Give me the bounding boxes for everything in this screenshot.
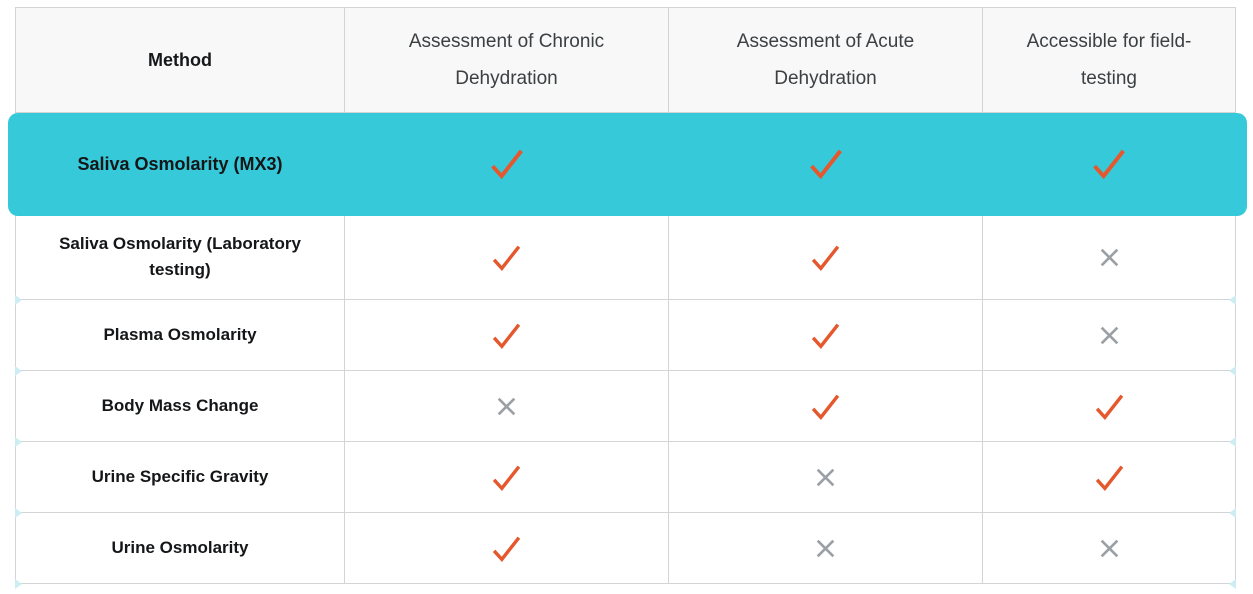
column-header-label: Assessment of Chronic Dehydration xyxy=(408,31,605,89)
comparison-table: Method Assessment of Chronic Dehydration… xyxy=(8,7,1247,589)
column-header-method: Method xyxy=(16,8,345,113)
value-cell xyxy=(669,300,983,371)
value-cell xyxy=(345,371,669,442)
check-icon xyxy=(1094,464,1125,491)
method-label: Saliva Osmolarity (MX3) xyxy=(77,153,283,174)
value-cell xyxy=(983,442,1236,518)
check-icon xyxy=(808,148,844,179)
method-label: Urine Osmolarity xyxy=(111,538,249,557)
method-cell: Saliva Osmolarity (Laboratory testing) xyxy=(15,215,345,305)
check-icon xyxy=(491,464,522,491)
value-cell xyxy=(345,215,669,300)
column-header-label: Assessment of Acute Dehydration xyxy=(736,31,915,89)
check-icon xyxy=(810,322,841,349)
method-cell: Plasma Osmolarity xyxy=(15,300,345,376)
value-cell xyxy=(983,300,1236,376)
cross-icon xyxy=(495,395,518,418)
method-label: Body Mass Change xyxy=(101,396,259,415)
column-header-label: Method xyxy=(148,50,212,70)
cross-icon xyxy=(1098,246,1121,269)
column-header-acute-dehydration: Assessment of Acute Dehydration xyxy=(669,8,983,113)
column-header-chronic-dehydration: Assessment of Chronic Dehydration xyxy=(345,8,669,113)
method-label: Plasma Osmolarity xyxy=(103,325,257,344)
value-cell xyxy=(345,300,669,371)
value-cell xyxy=(345,442,669,513)
check-icon xyxy=(491,535,522,562)
cross-icon xyxy=(814,537,837,560)
value-cell xyxy=(983,215,1236,305)
check-icon xyxy=(1091,148,1127,179)
column-header-label: Accessible for field-testing xyxy=(1026,31,1192,89)
check-icon xyxy=(491,244,522,271)
column-header-field-testing: Accessible for field-testing xyxy=(983,8,1235,113)
value-cell xyxy=(983,371,1236,447)
value-cell xyxy=(669,442,983,513)
value-cell xyxy=(983,513,1236,589)
value-cell xyxy=(345,513,669,583)
method-label: Urine Specific Gravity xyxy=(91,467,269,486)
cross-icon xyxy=(1098,324,1121,347)
check-icon xyxy=(491,322,522,349)
value-cell xyxy=(669,513,983,583)
check-icon xyxy=(810,244,841,271)
value-cell xyxy=(669,215,983,300)
method-cell: Urine Specific Gravity xyxy=(15,442,345,518)
highlight-row-background xyxy=(8,113,1247,216)
method-cell: Body Mass Change xyxy=(15,371,345,447)
cross-icon xyxy=(814,466,837,489)
check-icon xyxy=(489,148,525,179)
value-cell xyxy=(669,371,983,442)
check-icon xyxy=(810,393,841,420)
method-cell: Urine Osmolarity xyxy=(15,513,345,589)
method-label: Saliva Osmolarity (Laboratory testing) xyxy=(59,234,301,279)
check-icon xyxy=(1094,393,1125,420)
cross-icon xyxy=(1098,537,1121,560)
table-grid: Method Assessment of Chronic Dehydration… xyxy=(15,8,1236,589)
